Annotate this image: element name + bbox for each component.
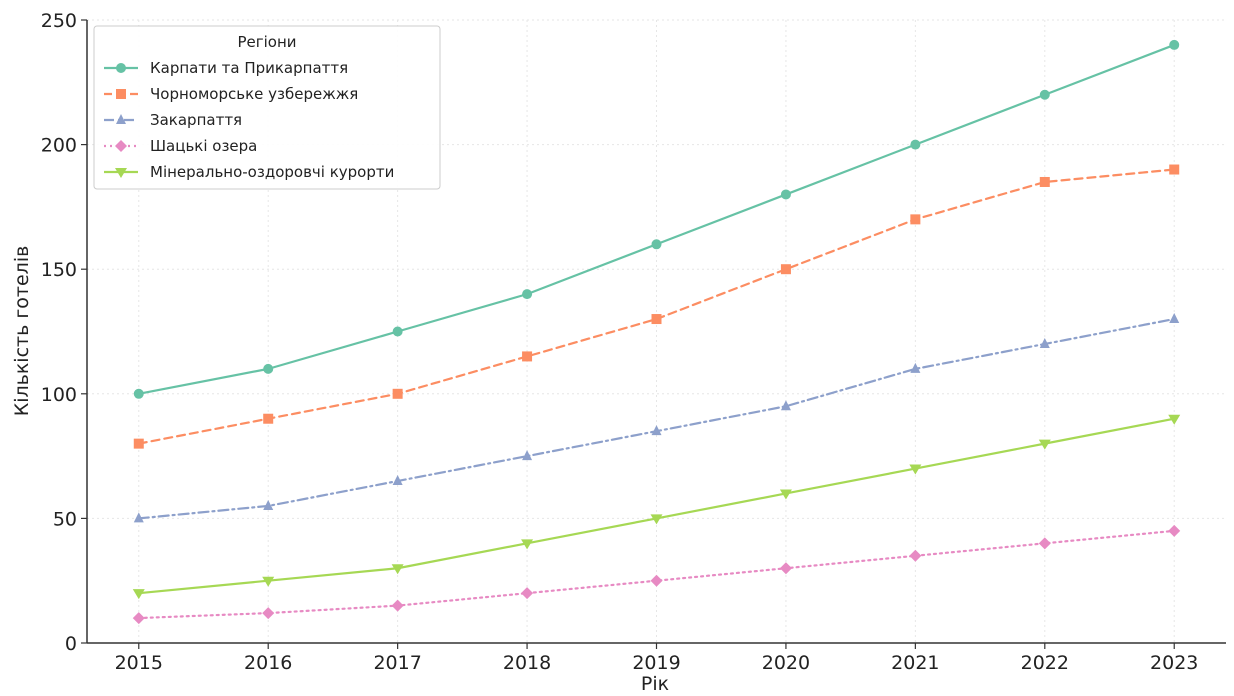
data-point [392, 388, 403, 399]
x-tick-label: 2016 [244, 652, 292, 674]
data-point [133, 438, 144, 449]
data-point [521, 539, 534, 550]
data-point [262, 576, 275, 587]
x-tick-label: 2022 [1021, 652, 1069, 674]
legend-marker [116, 63, 126, 73]
data-point [521, 587, 534, 600]
data-point [522, 289, 533, 300]
data-point [650, 574, 663, 587]
y-tick-label: 250 [41, 10, 77, 32]
x-tick-label: 2018 [503, 652, 551, 674]
legend-item: Мінерально-оздоровчі курорти [104, 163, 394, 181]
data-point [779, 489, 792, 500]
x-axis-label: Рік [641, 673, 669, 695]
series-4 [132, 524, 1181, 625]
x-tick-label: 2021 [891, 652, 939, 674]
data-point [779, 562, 792, 575]
series-line [137, 529, 1176, 620]
data-point [133, 388, 144, 399]
legend-label: Карпати та Прикарпаття [150, 59, 348, 77]
data-point [909, 549, 922, 562]
legend-item: Карпати та Прикарпаття [104, 59, 348, 77]
series-1 [133, 39, 1180, 399]
x-tick-label: 2017 [373, 652, 421, 674]
x-tick-label: 2023 [1150, 652, 1198, 674]
y-tick-label: 100 [41, 384, 77, 406]
data-point [1168, 524, 1181, 537]
y-tick-label: 0 [65, 633, 77, 655]
y-tick-label: 150 [41, 259, 77, 281]
data-point [1039, 176, 1050, 187]
data-point [263, 413, 274, 424]
legend-marker [115, 168, 127, 178]
data-point [263, 499, 274, 510]
data-point [650, 514, 663, 525]
ticks: 0 50 100 150 200 250 2015 2016 2017 2018 2019 2020 2… [41, 10, 1199, 674]
data-point [910, 362, 921, 373]
data-point [132, 612, 145, 625]
data-point [522, 351, 533, 362]
legend-marker [116, 89, 126, 99]
data-point [391, 564, 404, 575]
series [132, 39, 1181, 625]
legend-label: Закарпаття [150, 111, 242, 129]
data-point [780, 189, 791, 200]
x-tick-label: 2015 [115, 652, 163, 674]
series-line [137, 317, 1176, 520]
data-point [133, 512, 144, 523]
y-tick-label: 50 [53, 508, 77, 530]
data-point [1169, 39, 1180, 50]
data-point [651, 314, 662, 325]
legend-box [93, 25, 441, 190]
data-point [392, 326, 403, 337]
data-point [391, 599, 404, 612]
y-tick-label: 200 [41, 135, 77, 157]
data-point [263, 363, 274, 374]
legend-label: Шацькі озера [150, 137, 257, 155]
data-point [909, 464, 922, 475]
legend-title: Регіони [237, 33, 296, 51]
legend-marker [115, 140, 127, 152]
y-axis-label: Кількість готелів [11, 246, 33, 417]
data-point [392, 475, 403, 486]
legend-item: Чорноморське узбережжя [104, 85, 358, 103]
series-5 [132, 414, 1181, 600]
data-point [1038, 439, 1051, 450]
data-point [522, 450, 533, 461]
series-3 [133, 313, 1180, 523]
data-point [651, 425, 662, 436]
legend-label: Мінерально-оздоровчі курорти [150, 163, 394, 181]
legend-item: Шацькі озера [104, 137, 257, 155]
data-point [910, 214, 921, 225]
data-point [780, 400, 791, 411]
data-point [132, 589, 145, 600]
data-point [1038, 537, 1051, 550]
legend-label: Чорноморське узбережжя [150, 85, 358, 103]
x-tick-label: 2020 [762, 652, 810, 674]
data-point [1169, 164, 1180, 175]
data-point [1168, 414, 1181, 425]
data-point [1169, 313, 1180, 324]
legend: Регіони Карпати та Прикарпаття Чорноморсь… [93, 25, 441, 190]
data-point [910, 139, 921, 150]
series-2 [133, 164, 1180, 449]
legend-marker [116, 114, 126, 124]
data-point [1039, 337, 1050, 348]
data-point [651, 239, 662, 250]
x-tick-label: 2019 [632, 652, 680, 674]
data-point [1039, 89, 1050, 100]
legend-item: Закарпаття [104, 111, 242, 129]
data-point [262, 607, 275, 620]
data-point [780, 264, 791, 275]
